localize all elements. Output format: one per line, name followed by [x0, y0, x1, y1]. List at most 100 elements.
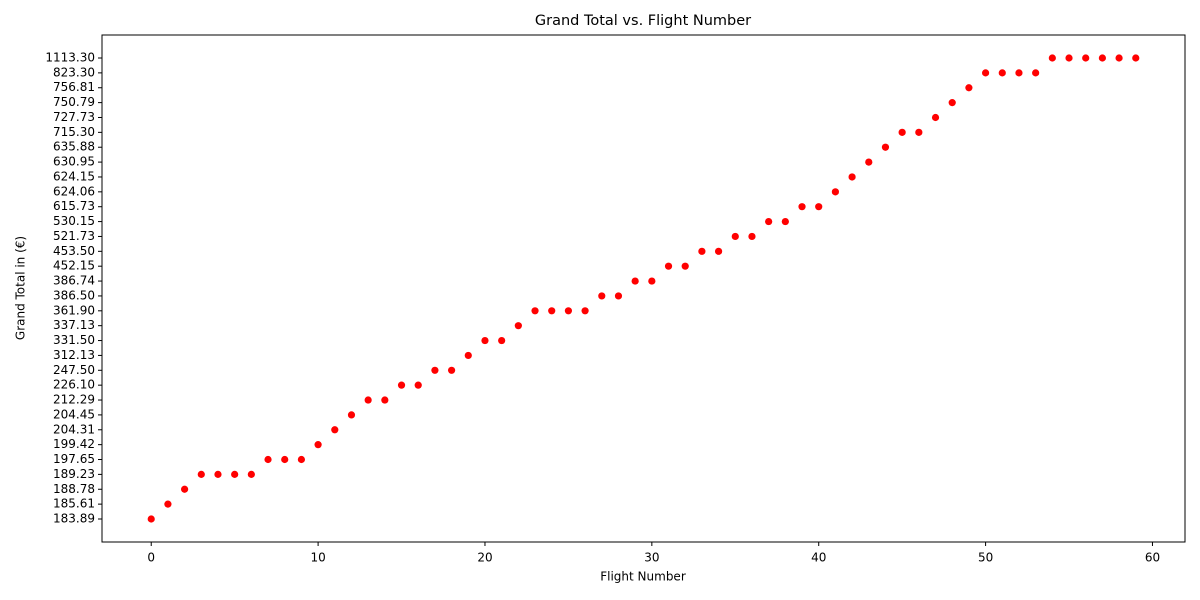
y-tick-label: 386.50	[53, 288, 95, 302]
y-tick-label: 312.13	[53, 348, 95, 362]
y-tick-label: 337.13	[53, 318, 95, 332]
point	[147, 515, 155, 523]
point	[1048, 54, 1056, 62]
point	[714, 247, 723, 255]
point	[181, 485, 189, 493]
point	[481, 336, 489, 345]
y-tick-label: 188.78	[53, 482, 95, 496]
point	[347, 411, 356, 419]
point	[765, 217, 773, 226]
y-tick-label: 756.81	[53, 80, 95, 94]
x-tick-label: 40	[811, 551, 826, 565]
point	[898, 128, 906, 136]
point	[1032, 69, 1040, 77]
y-tick-label: 386.74	[53, 274, 95, 288]
point	[731, 232, 739, 241]
point	[981, 69, 990, 77]
y-tick-label: 635.88	[53, 140, 95, 154]
point	[297, 455, 306, 464]
point	[1098, 54, 1106, 62]
y-tick-label: 715.30	[53, 125, 95, 139]
y-tick-label: 750.79	[53, 95, 95, 109]
point	[314, 441, 322, 449]
y-tick-label: 189.23	[53, 467, 95, 481]
y-axis-label: Grand Total in (€)	[14, 236, 28, 340]
x-tick-label: 60	[1145, 551, 1160, 565]
point	[865, 158, 873, 166]
point	[1015, 69, 1023, 77]
y-tick-label: 247.50	[53, 363, 95, 377]
point	[614, 292, 623, 300]
point	[1065, 54, 1073, 62]
point	[648, 277, 656, 285]
y-tick-label: 1113.30	[45, 51, 95, 65]
x-tick-label: 0	[147, 551, 155, 565]
y-tick-label: 615.73	[53, 199, 95, 213]
point	[664, 262, 673, 270]
y-tick-label: 453.50	[53, 244, 95, 258]
y-tick-label: 199.42	[53, 437, 95, 451]
y-tick-label: 823.30	[53, 65, 95, 79]
point	[631, 277, 639, 285]
point	[698, 247, 706, 255]
y-tick-label: 331.50	[53, 333, 95, 347]
y-tick-label: 212.29	[53, 393, 95, 407]
chart-title: Grand Total vs. Flight Number	[535, 13, 751, 29]
y-tick-label: 197.65	[53, 452, 95, 466]
point	[247, 470, 255, 478]
point	[1132, 54, 1140, 62]
y-tick-label: 361.90	[53, 303, 95, 317]
point	[498, 336, 506, 345]
point	[548, 307, 556, 315]
point	[931, 113, 940, 122]
point	[197, 470, 205, 478]
point	[598, 292, 606, 300]
point	[281, 455, 289, 464]
y-tick-label: 727.73	[53, 110, 95, 124]
y-tick-label: 624.15	[53, 169, 95, 183]
point	[164, 500, 172, 508]
point	[464, 351, 472, 360]
point	[1115, 54, 1123, 62]
point	[815, 203, 823, 211]
y-tick-label: 183.89	[53, 512, 95, 526]
point	[514, 322, 522, 330]
x-tick-label: 30	[644, 551, 659, 565]
point	[264, 455, 272, 464]
point	[915, 128, 923, 136]
x-tick-label: 50	[978, 551, 993, 565]
x-axis-label: Flight Number	[600, 570, 686, 584]
point	[881, 143, 890, 151]
y-tick-label: 204.31	[53, 422, 95, 436]
y-tick-label: 185.61	[53, 497, 95, 511]
point	[998, 69, 1006, 77]
x-tick-label: 10	[310, 551, 325, 565]
point	[581, 307, 589, 315]
point	[748, 232, 756, 241]
plot-frame	[101, 34, 1186, 543]
point	[531, 307, 539, 315]
point	[414, 381, 422, 389]
point	[397, 381, 406, 389]
y-tick-label: 530.15	[53, 214, 95, 228]
point	[214, 470, 222, 478]
point	[1082, 54, 1090, 62]
x-tick-label: 20	[477, 551, 492, 565]
point	[681, 262, 689, 270]
y-tick-label: 204.45	[53, 407, 95, 421]
point	[798, 203, 806, 211]
y-tick-label: 226.10	[53, 378, 95, 392]
point	[431, 366, 439, 374]
point	[364, 396, 372, 404]
y-tick-label: 452.15	[53, 259, 95, 273]
point	[848, 173, 856, 181]
y-tick-label: 630.95	[53, 155, 95, 169]
point	[564, 307, 573, 315]
point	[331, 426, 339, 434]
point	[447, 366, 456, 374]
point	[381, 396, 389, 404]
point	[965, 84, 973, 92]
point	[231, 470, 239, 478]
